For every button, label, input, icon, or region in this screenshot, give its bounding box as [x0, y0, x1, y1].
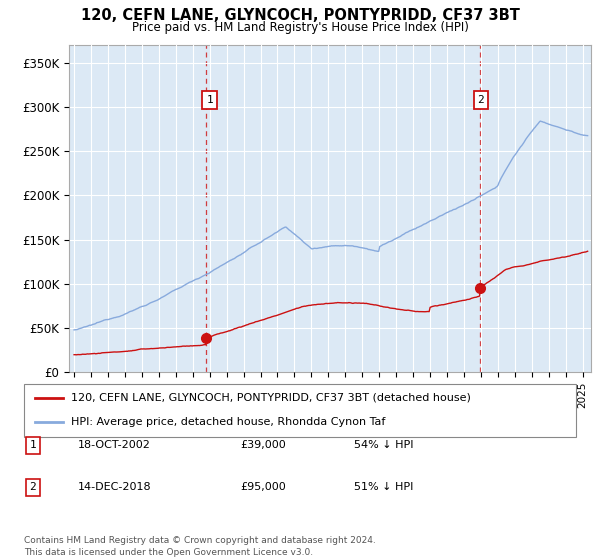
Text: 14-DEC-2018: 14-DEC-2018 — [78, 482, 152, 492]
Text: 2: 2 — [29, 482, 37, 492]
Text: 1: 1 — [29, 440, 37, 450]
Text: £39,000: £39,000 — [240, 440, 286, 450]
Text: Price paid vs. HM Land Registry's House Price Index (HPI): Price paid vs. HM Land Registry's House … — [131, 21, 469, 34]
Text: 120, CEFN LANE, GLYNCOCH, PONTYPRIDD, CF37 3BT (detached house): 120, CEFN LANE, GLYNCOCH, PONTYPRIDD, CF… — [71, 393, 471, 403]
Text: £95,000: £95,000 — [240, 482, 286, 492]
FancyBboxPatch shape — [24, 384, 576, 437]
Text: 54% ↓ HPI: 54% ↓ HPI — [354, 440, 413, 450]
Text: 120, CEFN LANE, GLYNCOCH, PONTYPRIDD, CF37 3BT: 120, CEFN LANE, GLYNCOCH, PONTYPRIDD, CF… — [80, 8, 520, 24]
Text: 51% ↓ HPI: 51% ↓ HPI — [354, 482, 413, 492]
Text: HPI: Average price, detached house, Rhondda Cynon Taf: HPI: Average price, detached house, Rhon… — [71, 417, 385, 427]
Text: 18-OCT-2002: 18-OCT-2002 — [78, 440, 151, 450]
Text: 1: 1 — [206, 95, 213, 105]
Text: Contains HM Land Registry data © Crown copyright and database right 2024.
This d: Contains HM Land Registry data © Crown c… — [24, 536, 376, 557]
Text: 2: 2 — [478, 95, 484, 105]
